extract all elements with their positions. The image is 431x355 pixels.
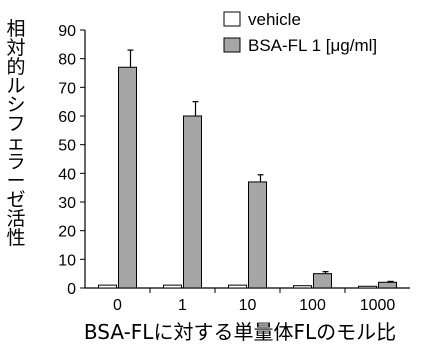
y-axis-label-char: ル (6, 75, 26, 97)
y-tick-label: 50 (58, 138, 76, 155)
y-tick-label: 70 (58, 80, 76, 97)
y-axis-label-char: ェ (6, 132, 26, 154)
bar-bsa-fl (378, 281, 397, 289)
y-tick-label: 80 (58, 52, 76, 69)
bar-vehicle (228, 284, 247, 289)
y-axis-label-char: 対 (6, 37, 26, 59)
y-axis-label-char: ラ (6, 151, 26, 173)
legend-label: vehicle (248, 10, 301, 29)
x-tick-label: 100 (299, 297, 326, 314)
y-axis-label-char: 相 (6, 18, 26, 40)
y-tick-label: 90 (58, 23, 76, 40)
y-axis-label-char: シ (6, 94, 26, 116)
y-axis-label-char: フ (6, 113, 26, 135)
y-axis-label-char: 活 (6, 208, 26, 230)
bar-vehicle (358, 285, 377, 289)
y-axis-label-char: 的 (6, 56, 26, 78)
legend-label: BSA-FL 1 [μg/ml] (248, 36, 377, 55)
x-tick-label: 1 (178, 297, 187, 314)
bar-bsa-fl (248, 181, 267, 289)
bar-vehicle (293, 285, 312, 289)
y-tick-label: 40 (58, 166, 76, 183)
y-tick-label: 10 (58, 252, 76, 269)
legend-swatch (223, 11, 241, 27)
bar-vehicle (163, 284, 182, 289)
bar-bsa-fl (118, 66, 137, 289)
bar-bsa-fl (313, 273, 332, 289)
y-axis-label-char: ー (6, 170, 26, 192)
y-tick-label: 20 (58, 224, 76, 241)
bar-bsa-fl (183, 115, 202, 289)
y-axis-label: 相対的ルシフェラーゼ活性 (4, 20, 28, 248)
x-tick-label: 1000 (360, 297, 396, 314)
y-tick-label: 0 (67, 281, 76, 298)
x-tick-label: 0 (113, 297, 122, 314)
x-axis-label: BSA-FLに対する単量体FLのモル比 (83, 320, 397, 344)
y-tick-label: 60 (58, 109, 76, 126)
y-axis-label-char: ゼ (6, 189, 26, 211)
x-tick-label: 10 (239, 297, 257, 314)
y-tick-label: 30 (58, 195, 76, 212)
bar-vehicle (98, 284, 117, 289)
y-axis-label-char: 性 (6, 227, 26, 249)
legend-swatch (223, 37, 241, 53)
